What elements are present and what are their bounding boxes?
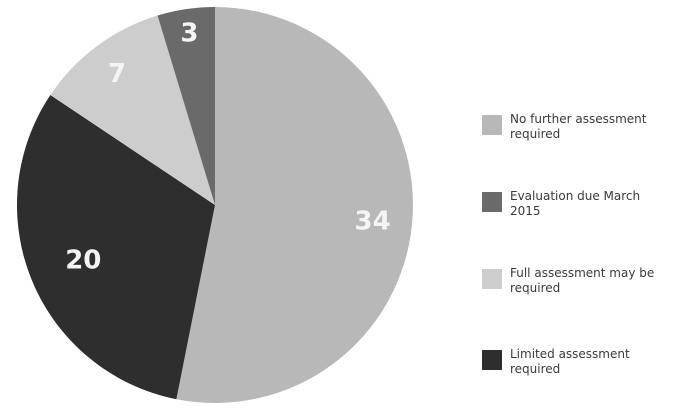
legend-item-limited-assessment: Limited assessment required (482, 347, 660, 377)
pie-value-label: 3 (180, 19, 198, 49)
legend-label: Limited assessment required (510, 347, 630, 376)
pie-slice-no-further-assessment-required (176, 7, 413, 403)
legend-swatch (482, 350, 502, 370)
legend-swatch (482, 115, 502, 135)
legend-swatch (482, 192, 502, 212)
pie-slice-full-assessment-may-be-required (50, 15, 216, 206)
pie-slice-evaluation-due-march-2015 (157, 7, 215, 205)
legend-label: Evaluation due March 2015 (510, 189, 641, 218)
legend-item-no-further-assessment: No further assessment required (482, 112, 660, 142)
pie-slice-limited-assessment-required (16, 95, 215, 400)
pie-value-label: 7 (108, 59, 126, 89)
pie-slices (16, 7, 413, 403)
legend-item-full-assessment: Full assessment may be required (482, 266, 660, 296)
pie-slice-labels: 34 20 7 3 (65, 19, 390, 276)
legend-swatch (482, 269, 502, 289)
legend-item-evaluation-due: Evaluation due March 2015 (482, 189, 660, 219)
pie-value-label: 34 (355, 207, 391, 237)
pie-value-label: 20 (65, 246, 101, 276)
legend-label: Full assessment may be required (510, 266, 655, 295)
legend-label: No further assessment required (510, 112, 647, 141)
